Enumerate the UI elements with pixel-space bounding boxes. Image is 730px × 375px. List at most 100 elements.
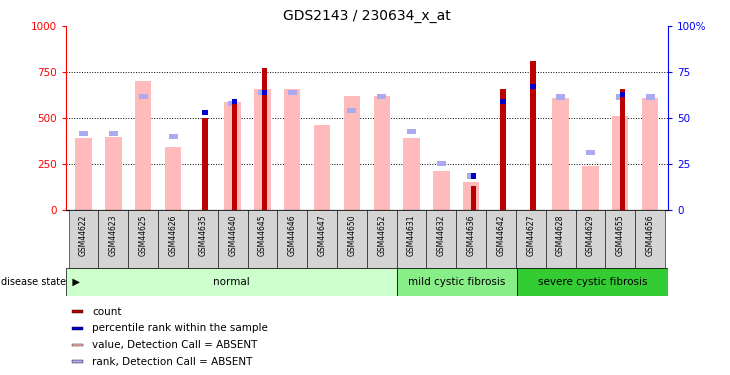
Text: severe cystic fibrosis: severe cystic fibrosis [538, 277, 648, 287]
Bar [202, 118, 207, 210]
Bar [620, 92, 625, 97]
Bar [645, 94, 655, 100]
Text: GSM44636: GSM44636 [466, 214, 476, 256]
Bar [188, 210, 218, 268]
Text: GSM44655: GSM44655 [615, 214, 625, 256]
Bar [79, 131, 88, 136]
Text: GSM44647: GSM44647 [318, 214, 326, 256]
Bar [466, 173, 476, 178]
Bar [471, 173, 476, 178]
Bar [546, 210, 575, 268]
Bar [347, 108, 356, 113]
Bar [471, 186, 476, 210]
Text: mild cystic fibrosis: mild cystic fibrosis [409, 277, 506, 287]
Bar [437, 160, 446, 166]
Bar [456, 210, 486, 268]
Bar [288, 90, 297, 95]
Bar [642, 98, 658, 210]
Bar [135, 81, 151, 210]
Bar [530, 84, 536, 90]
Bar [72, 360, 83, 363]
Bar [553, 98, 569, 210]
Bar [232, 99, 237, 104]
Text: GSM44625: GSM44625 [139, 214, 147, 256]
Bar [586, 150, 595, 155]
Text: GSM44627: GSM44627 [526, 214, 535, 256]
Bar [433, 171, 450, 210]
Bar [374, 96, 390, 210]
Bar [583, 166, 599, 210]
Bar [463, 183, 480, 210]
Bar [486, 210, 516, 268]
Bar [66, 268, 397, 296]
Bar [254, 89, 271, 210]
Text: normal: normal [213, 277, 250, 287]
Bar [277, 210, 307, 268]
Bar [377, 93, 386, 99]
Bar [72, 327, 83, 330]
Text: count: count [93, 307, 122, 316]
Bar [128, 210, 158, 268]
Bar [218, 210, 247, 268]
Text: GSM44635: GSM44635 [199, 214, 207, 256]
Bar [530, 61, 536, 210]
Bar [635, 210, 665, 268]
Bar [258, 90, 267, 95]
Bar [407, 129, 416, 135]
Bar [612, 116, 629, 210]
Bar [165, 147, 181, 210]
Text: GSM44629: GSM44629 [586, 214, 595, 256]
Bar [224, 102, 241, 210]
Bar [518, 268, 668, 296]
Text: GSM44622: GSM44622 [79, 214, 88, 256]
Bar [202, 110, 207, 115]
Bar [75, 138, 92, 210]
Text: value, Detection Call = ABSENT: value, Detection Call = ABSENT [93, 340, 258, 350]
Text: GSM44645: GSM44645 [258, 214, 267, 256]
Bar [366, 210, 396, 268]
Text: disease state  ▶: disease state ▶ [1, 277, 80, 287]
Bar [404, 138, 420, 210]
Bar [72, 310, 83, 313]
Text: GSM44652: GSM44652 [377, 214, 386, 256]
Bar [516, 210, 546, 268]
Bar [500, 99, 506, 104]
Text: GSM44632: GSM44632 [437, 214, 446, 256]
Bar [105, 137, 122, 210]
Text: GSM44626: GSM44626 [169, 214, 177, 256]
Bar [69, 210, 99, 268]
Bar [307, 210, 337, 268]
Bar [262, 90, 267, 95]
Bar [556, 94, 565, 100]
Text: percentile rank within the sample: percentile rank within the sample [93, 323, 268, 333]
Bar [232, 102, 237, 210]
Text: GSM44646: GSM44646 [288, 214, 297, 256]
Bar [605, 210, 635, 268]
Bar [575, 210, 605, 268]
Text: GDS2143 / 230634_x_at: GDS2143 / 230634_x_at [283, 9, 450, 23]
Bar [139, 93, 147, 99]
Bar [344, 96, 360, 210]
Bar [247, 210, 277, 268]
Bar [262, 68, 267, 210]
Bar [99, 210, 128, 268]
Bar [426, 210, 456, 268]
Text: GSM44650: GSM44650 [347, 214, 356, 256]
Bar [337, 210, 366, 268]
Text: GSM44656: GSM44656 [645, 214, 655, 256]
Bar [500, 89, 506, 210]
Bar [397, 268, 518, 296]
Text: rank, Detection Call = ABSENT: rank, Detection Call = ABSENT [93, 357, 253, 367]
Bar [169, 134, 177, 139]
Bar [228, 101, 237, 106]
Text: GSM44628: GSM44628 [556, 214, 565, 256]
Text: GSM44640: GSM44640 [228, 214, 237, 256]
Bar [72, 344, 83, 346]
Bar [314, 126, 330, 210]
Bar [284, 89, 301, 210]
Bar [620, 89, 625, 210]
Bar [615, 94, 625, 100]
Bar [396, 210, 426, 268]
Bar [158, 210, 188, 268]
Text: GSM44623: GSM44623 [109, 214, 118, 256]
